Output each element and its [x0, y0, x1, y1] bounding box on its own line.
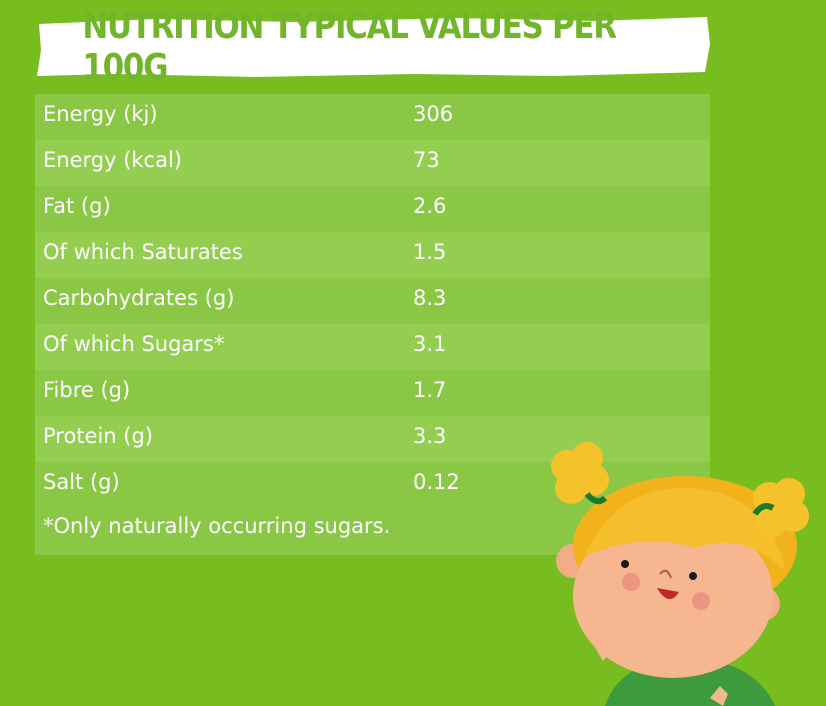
row-value: 1.5	[413, 240, 447, 264]
row-label: Fibre (g)	[43, 378, 131, 402]
page-title: NUTRITION TYPICAL VALUES PER 100G	[82, 6, 617, 88]
row-label: Energy (kj)	[43, 102, 158, 126]
girl-mascot-illustration	[551, 442, 809, 706]
row-value: 0.12	[413, 470, 460, 494]
table-row: Of which Sugars* 3.1	[35, 324, 710, 370]
row-label: Of which Sugars*	[43, 332, 225, 356]
table-row: Salt (g) 0.12	[35, 462, 710, 508]
banner-background	[37, 17, 710, 77]
table-row: Fat (g) 2.6	[35, 186, 710, 232]
row-value: 3.3	[413, 424, 447, 448]
row-value: 306	[413, 102, 454, 126]
table-row: Energy (kcal) 73	[35, 140, 710, 186]
row-label: Carbohydrates (g)	[43, 286, 235, 310]
row-value: 3.1	[413, 332, 447, 356]
title-banner: NUTRITION TYPICAL VALUES PER 100G	[35, 6, 711, 88]
footnote: *Only naturally occurring sugars.	[43, 514, 391, 538]
row-label: Energy (kcal)	[43, 148, 182, 172]
table-row: Energy (kj) 306	[35, 94, 710, 140]
row-label: Fat (g)	[43, 194, 111, 218]
table-row: Of which Saturates 1.5	[35, 232, 710, 278]
row-value: 1.7	[413, 378, 447, 402]
row-value: 2.6	[413, 194, 447, 218]
row-label: Salt (g)	[43, 470, 120, 494]
row-label: Of which Saturates	[43, 240, 243, 264]
table-row: Carbohydrates (g) 8.3	[35, 278, 710, 324]
table-row: Fibre (g) 1.7	[35, 370, 710, 416]
row-value: 8.3	[413, 286, 447, 310]
row-value: 73	[413, 148, 440, 172]
row-label: Protein (g)	[43, 424, 154, 448]
